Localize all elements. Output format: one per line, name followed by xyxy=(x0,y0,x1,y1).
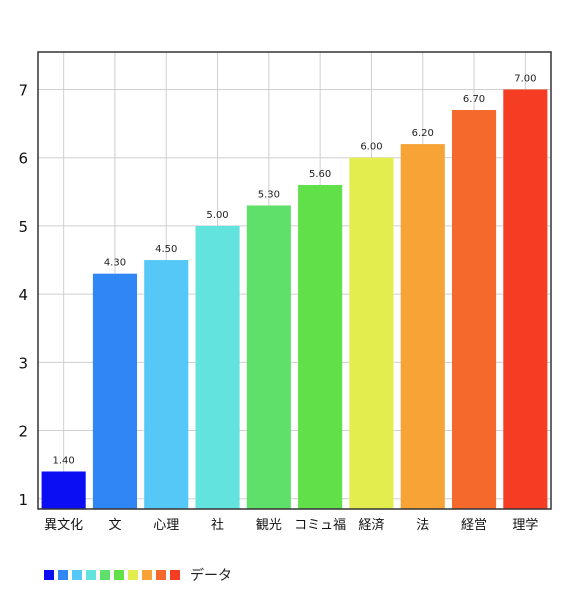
legend-swatch xyxy=(100,570,110,580)
bars xyxy=(41,89,548,510)
y-tick-label: 6 xyxy=(18,150,28,168)
bar-value-label: 5.60 xyxy=(309,169,331,180)
bar xyxy=(503,89,548,509)
x-tick-label: コミュ福 xyxy=(294,518,346,533)
x-tick-label: 法 xyxy=(416,518,429,533)
y-tick-label: 1 xyxy=(18,491,28,509)
legend-swatch xyxy=(128,570,138,580)
legend-swatch xyxy=(156,570,166,580)
legend-swatch xyxy=(58,570,68,580)
x-tick-label: 理学 xyxy=(512,517,538,533)
x-axis-ticks: 異文化 文 心理 社 観光 コミュ福 経済 法 経営 理学 xyxy=(44,517,538,533)
bar-value-label: 6.70 xyxy=(463,94,485,105)
bar xyxy=(400,144,445,509)
x-tick-label: 観光 xyxy=(256,518,282,533)
bar xyxy=(92,273,138,509)
bar-value-label: 5.00 xyxy=(206,210,228,221)
legend-swatch xyxy=(86,570,96,580)
plot-frame xyxy=(37,51,552,510)
bar xyxy=(195,225,240,509)
bar-value-label: 1.40 xyxy=(53,455,75,466)
bar xyxy=(144,260,189,509)
bar xyxy=(246,205,291,509)
bar xyxy=(451,109,497,510)
x-tick-label: 経済 xyxy=(358,517,384,533)
x-tick-label: 社 xyxy=(211,517,224,533)
y-tick-label: 3 xyxy=(18,354,28,372)
data-labels: 1.40 4.30 4.50 5.00 5.30 5.60 6.00 6.20 6.70 7.00 xyxy=(53,74,537,467)
x-tick-label: 文 xyxy=(108,518,121,533)
legend-swatch xyxy=(44,570,54,580)
legend: データ xyxy=(44,568,232,584)
legend-swatch xyxy=(142,570,152,580)
x-tick-label: 異文化 xyxy=(44,518,83,533)
y-tick-label: 2 xyxy=(18,423,28,441)
x-tick-label: 心理 xyxy=(153,518,179,533)
legend-swatch xyxy=(170,570,180,580)
legend-label: データ xyxy=(190,568,232,584)
y-tick-label: 4 xyxy=(18,286,28,304)
bar-value-label: 6.00 xyxy=(360,142,382,153)
bar xyxy=(41,471,86,509)
y-tick-label: 7 xyxy=(18,82,28,100)
bar-value-label: 4.50 xyxy=(155,244,177,255)
bar-value-label: 5.30 xyxy=(258,189,280,200)
bar-value-label: 7.00 xyxy=(514,74,536,85)
bar-value-label: 6.20 xyxy=(412,128,434,139)
legend-swatch xyxy=(72,570,82,580)
legend-swatches xyxy=(44,570,180,580)
x-tick-label: 経営 xyxy=(461,518,487,533)
bar xyxy=(349,157,394,509)
y-tick-label: 5 xyxy=(18,218,28,236)
bar-value-label: 4.30 xyxy=(104,258,126,269)
y-axis-ticks: 1 2 3 4 5 6 7 xyxy=(18,82,28,509)
bar xyxy=(298,185,343,510)
legend-swatch xyxy=(114,570,124,580)
